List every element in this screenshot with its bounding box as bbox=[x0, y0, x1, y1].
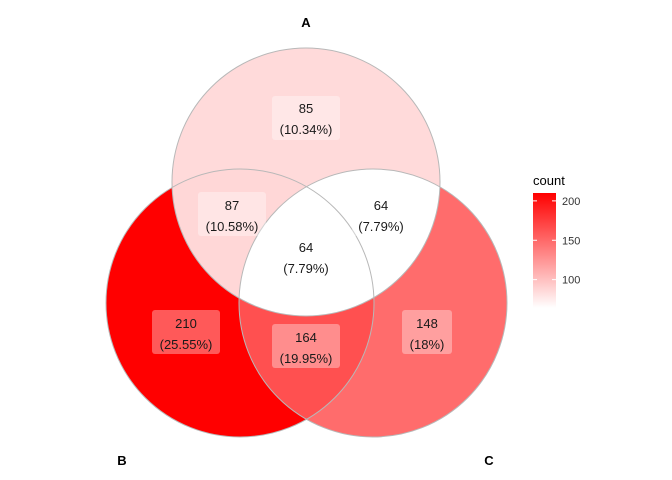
set-b-label: B bbox=[117, 453, 126, 468]
region-bc-count: 164 bbox=[295, 330, 317, 345]
region-abc-count: 64 bbox=[299, 240, 313, 255]
region-a-only-count: 85 bbox=[299, 101, 313, 116]
label-box-ab bbox=[198, 192, 266, 236]
set-b-outline bbox=[105, 168, 375, 438]
legend-title: count bbox=[533, 173, 565, 188]
region-b-only-count: 210 bbox=[175, 316, 197, 331]
legend-color-bar bbox=[533, 193, 556, 308]
region-ac-count: 64 bbox=[374, 198, 388, 213]
set-c-label: C bbox=[484, 453, 494, 468]
region-b-only-percent: (25.55%) bbox=[160, 337, 213, 352]
region-c-only-count: 148 bbox=[416, 316, 438, 331]
label-box-b-only bbox=[152, 310, 220, 354]
set-a-label: A bbox=[301, 15, 311, 30]
label-box-ac bbox=[352, 192, 410, 236]
legend-tick-label: 200 bbox=[562, 196, 580, 208]
label-box-bc bbox=[272, 324, 340, 368]
label-box-abc bbox=[278, 236, 336, 280]
region-c-only-percent: (18%) bbox=[410, 337, 445, 352]
label-box-c-only bbox=[402, 310, 452, 354]
region-ab-percent: (10.58%) bbox=[206, 219, 259, 234]
region-a-only-percent: (10.34%) bbox=[280, 122, 333, 137]
set-a-outline bbox=[171, 47, 441, 317]
region-bc-percent: (19.95%) bbox=[280, 351, 333, 366]
label-box-a-only bbox=[272, 96, 340, 140]
region-ab-count: 87 bbox=[225, 198, 239, 213]
legend-tick-label: 150 bbox=[562, 235, 580, 247]
color-legend: count 100 150 200 bbox=[533, 173, 580, 308]
region-abc-percent: (7.79%) bbox=[283, 261, 329, 276]
region-ac-percent: (7.79%) bbox=[358, 219, 404, 234]
set-c-outline bbox=[238, 168, 508, 438]
legend-tick-label: 100 bbox=[562, 275, 580, 287]
